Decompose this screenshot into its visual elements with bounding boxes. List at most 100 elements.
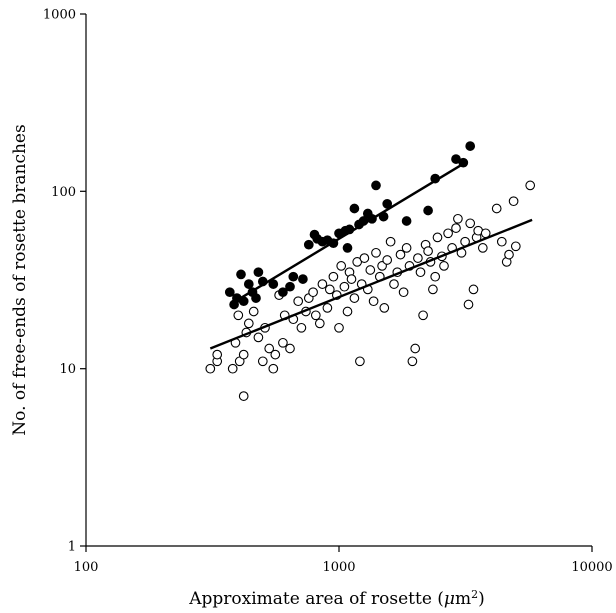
open-data-point: [253, 332, 264, 343]
open-data-point: [389, 279, 399, 289]
open-data-point: [379, 303, 390, 313]
open-data-point: [314, 318, 325, 329]
open-data-point: [430, 271, 441, 282]
open-data-point: [349, 293, 360, 303]
open-data-point: [465, 218, 476, 229]
open-data-point: [368, 296, 379, 307]
open-data-point: [233, 310, 244, 321]
open-data-point: [238, 391, 249, 401]
filled-data-point: [251, 293, 261, 303]
open-data-point: [508, 196, 519, 207]
open-data-point: [382, 255, 393, 265]
y-tick-label: 100: [51, 185, 76, 200]
open-data-point: [264, 343, 275, 354]
open-data-point: [423, 246, 433, 256]
x-axis-title-prefix: Approximate area of rosette (: [188, 589, 444, 609]
open-data-point: [285, 343, 295, 354]
open-data-point: [227, 363, 238, 374]
open-data-point: [468, 284, 479, 295]
open-data-point: [410, 343, 421, 354]
x-tick-label: 1000: [322, 560, 355, 575]
open-data-point: [453, 213, 463, 224]
open-data-point: [525, 180, 536, 191]
filled-data-point: [303, 239, 314, 250]
open-data-point: [278, 337, 288, 348]
open-data-point: [308, 287, 318, 298]
open-data-point: [428, 284, 438, 295]
filled-data-point: [342, 243, 353, 253]
filled-data-point: [382, 198, 393, 209]
open-data-point: [339, 281, 350, 292]
open-data-point: [243, 318, 254, 329]
open-data-point: [418, 310, 428, 321]
open-data-point: [270, 349, 281, 360]
open-data-point: [328, 271, 339, 282]
y-axis-title: No. of free-ends of rosette branches: [10, 124, 30, 435]
open-data-point: [248, 306, 259, 317]
open-data-point: [317, 279, 328, 289]
y-tick-label: 10: [59, 362, 76, 377]
y-tick-label: 1: [68, 540, 76, 555]
open-data-point: [401, 243, 412, 253]
x-tick-label: 100: [74, 560, 99, 575]
filled-data-point: [401, 216, 412, 226]
open-data-point: [504, 249, 514, 260]
filled-data-point: [288, 271, 299, 282]
open-data-point: [443, 228, 453, 239]
filled-data-point: [465, 141, 476, 151]
open-data-point: [205, 363, 216, 374]
open-data-point: [413, 253, 423, 263]
open-data-point: [293, 296, 304, 307]
x-axis-title-unit-exp: 2: [471, 588, 478, 601]
open-data-point: [371, 247, 381, 258]
x-axis-title-unit-m: m: [455, 589, 471, 609]
filled-data-point: [298, 274, 308, 284]
filled-data-point: [243, 279, 254, 289]
filled-data-point: [423, 205, 433, 216]
x-axis-title-suffix: ): [478, 589, 485, 609]
open-data-point: [342, 306, 353, 317]
filled-data-point: [253, 267, 264, 278]
open-data-point: [257, 356, 268, 367]
open-data-point: [385, 236, 396, 247]
open-data-point: [336, 261, 347, 271]
open-trend-line: [209, 218, 533, 350]
x-axis-title: Approximate area of rosette (μm2): [188, 588, 485, 609]
open-data-point: [463, 299, 474, 310]
open-data-point: [451, 223, 461, 233]
open-data-point: [324, 284, 335, 295]
open-data-point: [296, 322, 307, 333]
open-data-point: [355, 356, 365, 367]
open-data-point: [334, 322, 344, 333]
filled-trend-line: [234, 162, 464, 303]
open-data-point: [268, 363, 279, 374]
filled-data-point: [371, 180, 381, 191]
open-data-point: [496, 236, 507, 247]
x-tick-label: 10000: [571, 560, 612, 575]
open-data-point: [238, 349, 249, 360]
filled-data-point: [278, 287, 288, 298]
open-data-point: [359, 253, 370, 263]
filled-data-point: [224, 287, 235, 298]
open-data-point: [491, 203, 502, 214]
open-data-point: [395, 249, 406, 260]
filled-data-point: [285, 281, 295, 292]
open-data-point: [432, 232, 443, 243]
open-data-point: [477, 243, 488, 253]
filled-data-point: [349, 203, 360, 214]
filled-data-point: [236, 269, 246, 280]
open-data-point: [346, 274, 357, 284]
plot-area: [205, 141, 536, 401]
x-axis-title-unit-mu: μ: [444, 589, 455, 609]
open-data-point: [439, 261, 449, 271]
open-data-point: [322, 303, 333, 313]
open-data-point: [212, 349, 223, 360]
open-data-point: [398, 287, 409, 298]
open-data-point: [510, 241, 521, 252]
open-data-point: [415, 267, 426, 278]
open-data-point: [310, 310, 321, 321]
y-tick-label: 1000: [43, 8, 76, 23]
open-data-point: [365, 265, 376, 275]
open-data-point: [407, 356, 418, 367]
